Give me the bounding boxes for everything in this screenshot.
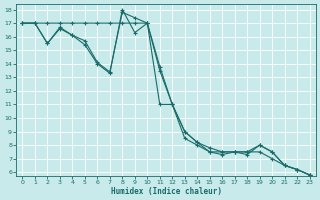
X-axis label: Humidex (Indice chaleur): Humidex (Indice chaleur) [110, 187, 221, 196]
